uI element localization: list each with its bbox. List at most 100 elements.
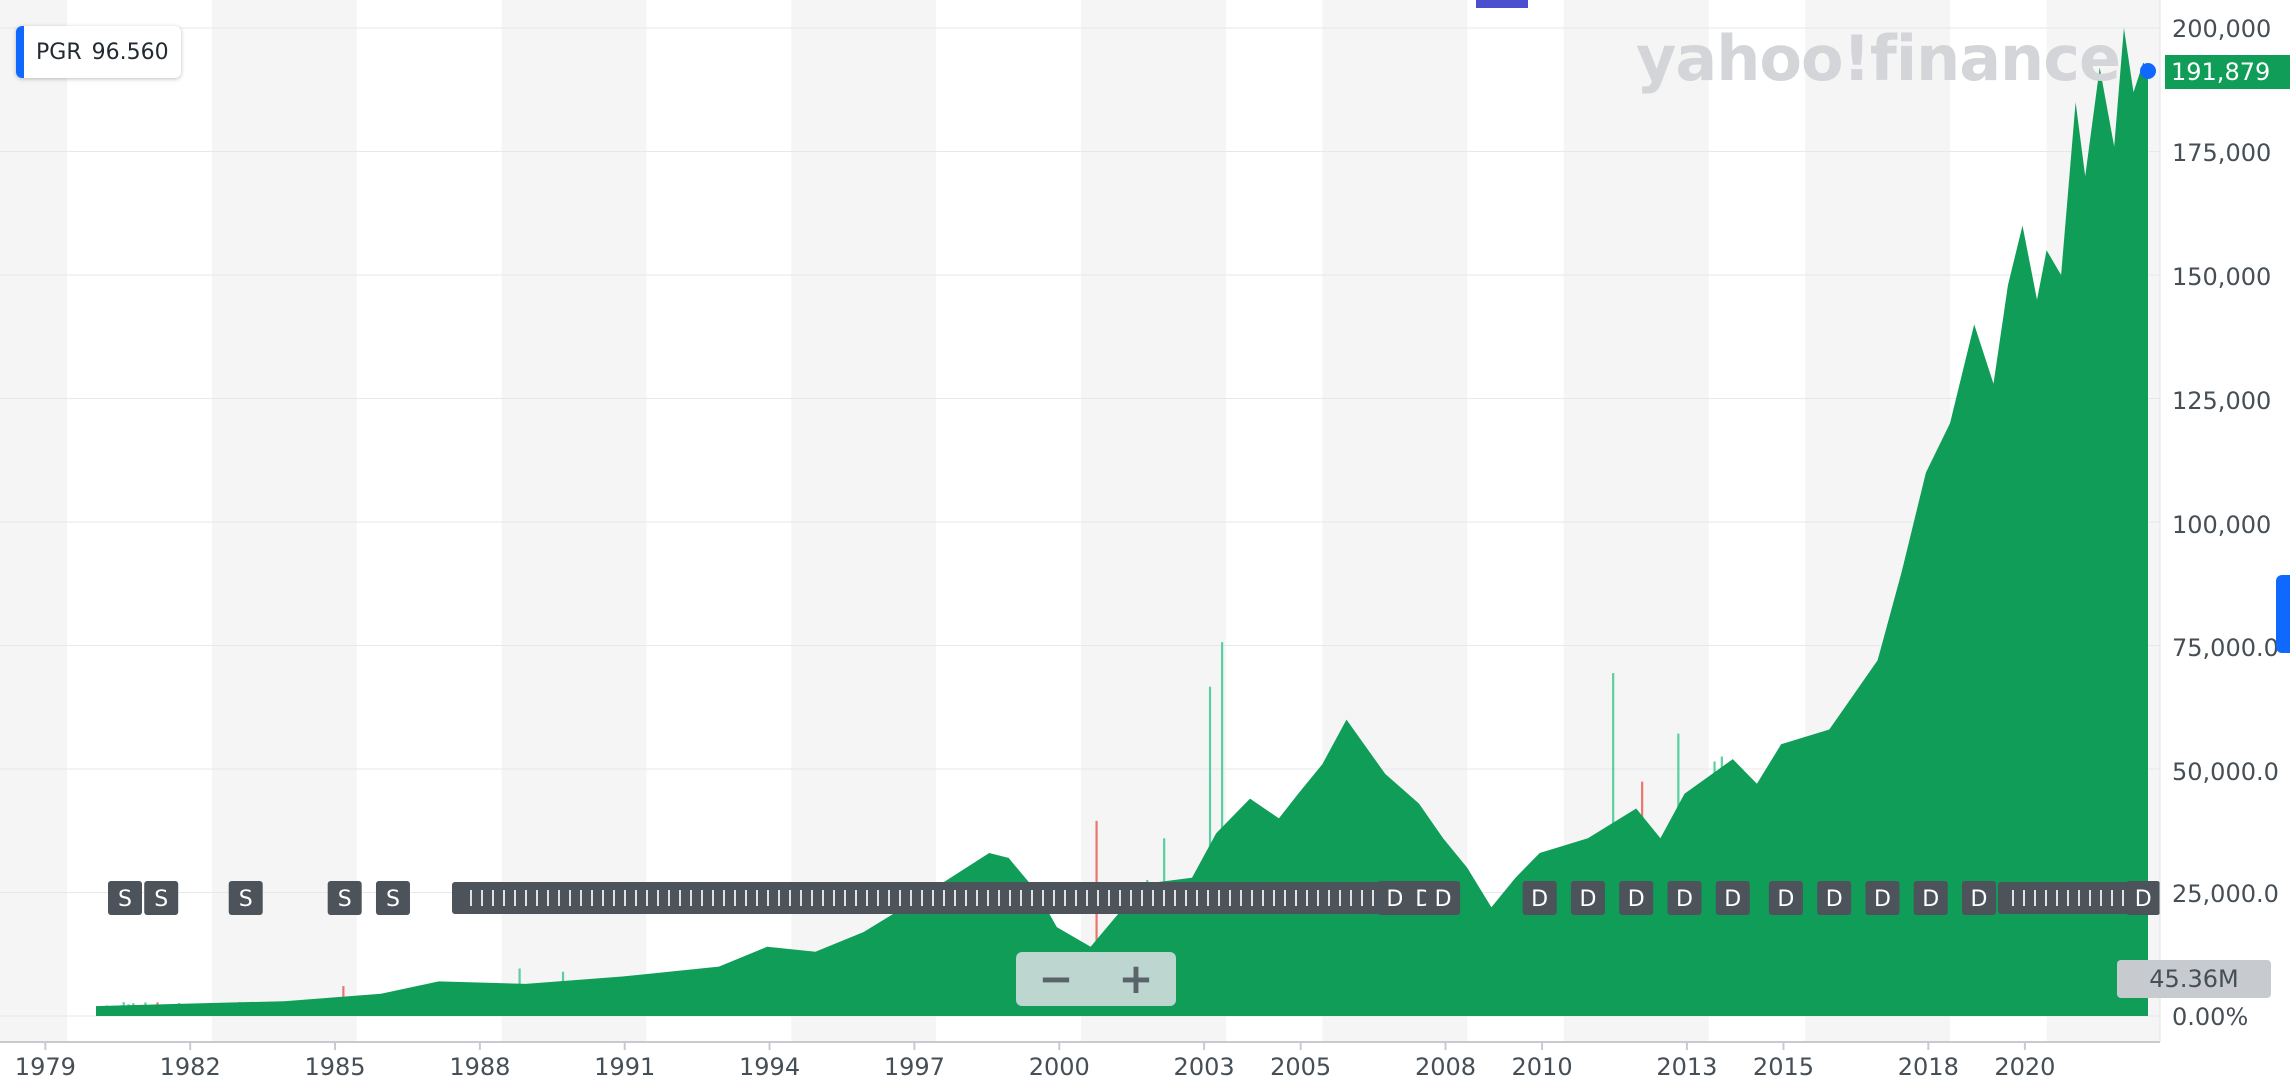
dividend-tick <box>1075 890 1077 906</box>
event-label: D <box>1971 887 1988 912</box>
dividend-tick <box>756 890 758 906</box>
x-tick-label: 1991 <box>594 1053 655 1081</box>
dividend-tick <box>1152 890 1154 906</box>
dividend-marker[interactable] <box>1913 881 1948 915</box>
split-marker[interactable] <box>144 881 179 915</box>
split-marker[interactable] <box>375 881 410 915</box>
dividend-tick <box>547 890 549 906</box>
range-indicator <box>1476 0 1528 8</box>
dividend-marker[interactable] <box>1426 881 1461 915</box>
y-tick-label: 50,000.0 <box>2172 758 2279 786</box>
dividend-tick <box>558 890 560 906</box>
dividend-marker[interactable] <box>1667 881 1702 915</box>
dividend-marker[interactable] <box>1570 881 1605 915</box>
event-label: D <box>1435 887 1452 912</box>
event-label: D <box>1777 887 1794 912</box>
event-label: D <box>1676 887 1693 912</box>
event-label: S <box>338 887 352 912</box>
dividend-tick <box>1361 890 1363 906</box>
dividend-tick <box>1130 890 1132 906</box>
dividend-tick <box>789 890 791 906</box>
dividend-tick <box>954 890 956 906</box>
dividend-tick <box>866 890 868 906</box>
dividend-tick <box>1218 890 1220 906</box>
dividend-tick <box>591 890 593 906</box>
event-label: S <box>118 887 132 912</box>
dividend-tick <box>712 890 714 906</box>
dividend-tick <box>2012 890 2014 906</box>
dividend-tick <box>1119 890 1121 906</box>
dividend-marker[interactable] <box>1962 881 1997 915</box>
year-band <box>501 0 647 1042</box>
dividend-tick <box>2034 890 2036 906</box>
dividend-tick <box>2122 890 2124 906</box>
dividend-tick <box>844 890 846 906</box>
dividend-marker[interactable] <box>1768 881 1803 915</box>
dividend-tick <box>1306 890 1308 906</box>
dividend-tick <box>1174 890 1176 906</box>
dividend-tick <box>624 890 626 906</box>
x-tick-label: 1994 <box>739 1053 800 1081</box>
dividend-tick <box>1372 890 1374 906</box>
ticker-symbol: PGR <box>36 39 82 65</box>
dividend-tick <box>723 890 725 906</box>
dividend-tick <box>1262 890 1264 906</box>
volume-badge: 45.36M <box>2117 960 2271 998</box>
dividend-tick <box>580 890 582 906</box>
dividend-tick <box>536 890 538 906</box>
x-tick-label: 2015 <box>1753 1053 1814 1081</box>
dividend-tick <box>2023 890 2025 906</box>
dividend-tick <box>1317 890 1319 906</box>
dividend-tick <box>976 890 978 906</box>
x-tick-label: 1979 <box>15 1053 76 1081</box>
dividend-tick <box>668 890 670 906</box>
dividend-tick <box>1009 890 1011 906</box>
price-area <box>96 28 2148 1016</box>
y-tick-label: 25,000.0 <box>2172 880 2279 908</box>
dividend-tick <box>1185 890 1187 906</box>
dividend-tick <box>1064 890 1066 906</box>
dividend-marker[interactable] <box>1377 881 1412 915</box>
zoom-out-button[interactable]: − <box>1038 954 1074 1003</box>
x-tick-label: 1997 <box>884 1053 945 1081</box>
dividend-marker[interactable] <box>1715 881 1750 915</box>
event-label: D <box>1826 887 1843 912</box>
dividend-tick <box>899 890 901 906</box>
ticker-accent <box>16 26 24 78</box>
ticker-legend[interactable]: PGR 96.560 <box>16 26 181 78</box>
x-tick-label: 2000 <box>1029 1053 1090 1081</box>
x-tick-label: 2013 <box>1656 1053 1717 1081</box>
dividend-marker[interactable] <box>2126 881 2161 915</box>
dividend-tick <box>921 890 923 906</box>
dividend-tick <box>1328 890 1330 906</box>
dividend-tick <box>1229 890 1231 906</box>
split-marker[interactable] <box>108 881 143 915</box>
split-marker[interactable] <box>228 881 263 915</box>
event-label: D <box>1724 887 1741 912</box>
dividend-tick <box>657 890 659 906</box>
dividend-tick <box>888 890 890 906</box>
dividend-marker[interactable] <box>1522 881 1557 915</box>
ticker-value: 96.560 <box>91 39 169 65</box>
dividend-tick <box>767 890 769 906</box>
dividend-marker[interactable] <box>1817 881 1852 915</box>
event-label: D <box>1579 887 1596 912</box>
dividend-tick <box>745 890 747 906</box>
dividend-marker[interactable] <box>1619 881 1654 915</box>
dividend-tick <box>1251 890 1253 906</box>
zoom-in-button[interactable]: + <box>1118 954 1154 1003</box>
last-price-badge: 191,879 <box>2165 55 2290 89</box>
dividend-tick <box>1207 890 1209 906</box>
dividend-marker[interactable] <box>1865 881 1900 915</box>
dividend-tick <box>646 890 648 906</box>
split-marker[interactable] <box>327 881 362 915</box>
event-label: D <box>1628 887 1645 912</box>
dividend-tick <box>800 890 802 906</box>
event-label: S <box>154 887 168 912</box>
volume-bar <box>1095 820 1098 1016</box>
y-tick-label: 125,000 <box>2172 387 2271 415</box>
dividend-tick <box>690 890 692 906</box>
side-panel-tab[interactable] <box>2276 575 2290 653</box>
